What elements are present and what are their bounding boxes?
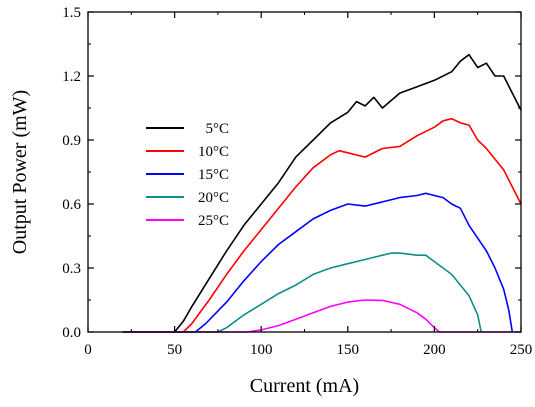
tick-layer: 0 50 100 150 200 250 0.0 0.3 0.6 0.9 1.2 1.5 bbox=[62, 5, 532, 358]
x-tick-label: 100 bbox=[250, 342, 273, 358]
x-tick-label: 200 bbox=[423, 342, 446, 358]
series-line-0 bbox=[122, 53, 522, 333]
legend-label-4: 25°C bbox=[198, 213, 229, 229]
series-line-4 bbox=[122, 299, 521, 333]
legend-label-0: 5°C bbox=[205, 121, 229, 137]
y-tick-label: 0.6 bbox=[62, 197, 81, 213]
legend-label-1: 10°C bbox=[198, 144, 229, 160]
plot-frame bbox=[87, 11, 522, 333]
series-line-1 bbox=[122, 117, 522, 333]
x-tick-label: 250 bbox=[510, 342, 533, 358]
x-tick-label: 0 bbox=[84, 342, 92, 358]
series-layer bbox=[122, 53, 522, 333]
legend-label-2: 15°C bbox=[198, 167, 229, 183]
series-line-3 bbox=[122, 252, 482, 333]
x-tick-label: 150 bbox=[337, 342, 360, 358]
legend-label-3: 20°C bbox=[198, 190, 229, 206]
y-tick-label: 0.3 bbox=[62, 261, 81, 277]
x-axis-title: Current (mA) bbox=[250, 375, 359, 397]
y-tick-label: 0.9 bbox=[62, 133, 81, 149]
y-axis-title: Output Power (mW) bbox=[9, 90, 31, 254]
x-tick-label: 50 bbox=[167, 342, 182, 358]
y-tick-label: 1.5 bbox=[62, 5, 81, 21]
legend: 5°C 10°C 15°C 20°C 25°C bbox=[146, 121, 229, 229]
y-tick-label: 0.0 bbox=[62, 325, 81, 341]
series-line-2 bbox=[122, 192, 514, 333]
y-tick-label: 1.2 bbox=[62, 69, 81, 85]
